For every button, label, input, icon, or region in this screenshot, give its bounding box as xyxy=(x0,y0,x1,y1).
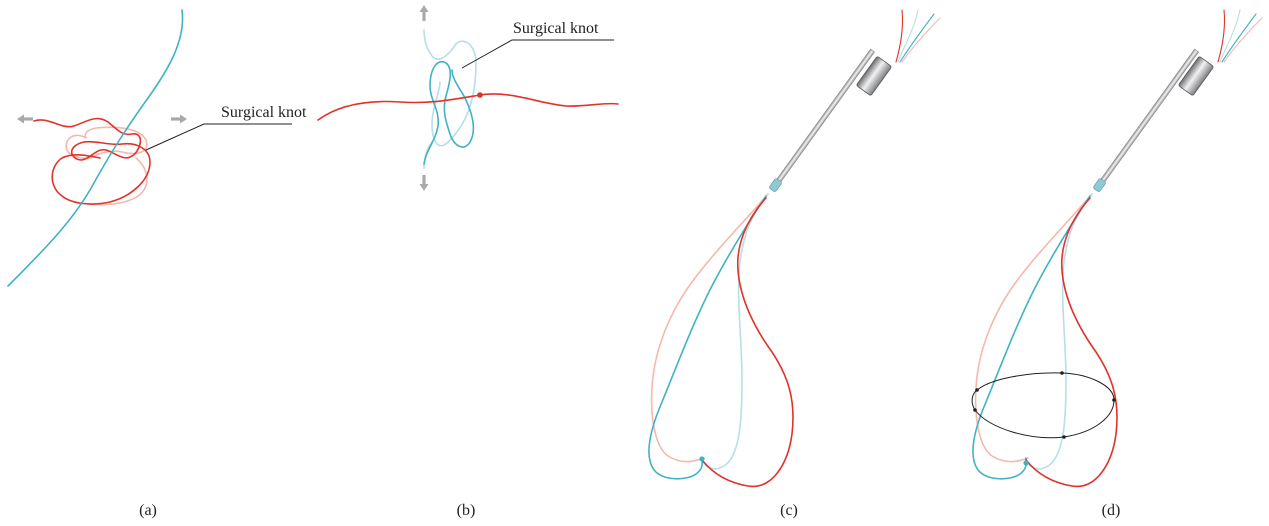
thread-teal-light xyxy=(1025,193,1093,470)
thread-faded-outer xyxy=(87,157,148,206)
thread-red xyxy=(33,117,151,205)
pull-arrow-right xyxy=(171,114,187,124)
thread-faded-loop xyxy=(65,126,148,160)
thread-teal xyxy=(423,61,475,165)
pull-arrow-down xyxy=(419,175,429,191)
thread-red xyxy=(701,197,794,488)
caption-c: (c) xyxy=(780,502,798,519)
instrument-handle xyxy=(1178,56,1214,96)
instrument-handle xyxy=(856,56,892,96)
panel-a xyxy=(7,9,292,287)
panel-b xyxy=(317,5,619,191)
thread-red xyxy=(317,93,619,121)
callout-label-a: Surgical knot xyxy=(221,104,307,121)
instrument-shaft xyxy=(1093,48,1199,192)
thread-teal xyxy=(7,9,184,287)
knot-marker xyxy=(1023,460,1029,466)
callout-label-b: Surgical knot xyxy=(513,20,599,37)
callout-leader xyxy=(461,39,614,69)
knot-marker xyxy=(477,92,483,98)
thread-teal-light xyxy=(701,193,769,470)
pull-arrow-up xyxy=(419,5,429,21)
thread-pink xyxy=(974,193,1093,463)
knot-marker xyxy=(699,456,705,462)
panel-c xyxy=(648,9,941,488)
callout-leader xyxy=(145,123,292,151)
thread-red xyxy=(1025,197,1118,488)
caption-d: (d) xyxy=(1101,502,1121,519)
panel-d xyxy=(971,9,1263,488)
instrument-shaft xyxy=(769,48,875,192)
thread-teal xyxy=(648,195,767,480)
caption-b: (b) xyxy=(456,502,476,519)
caption-a: (a) xyxy=(139,502,157,519)
loop-nodes xyxy=(973,371,1116,439)
thread-faded-loop xyxy=(423,29,477,147)
pull-arrow-left xyxy=(17,114,33,124)
thread-pink xyxy=(650,193,769,463)
thread-teal xyxy=(972,195,1091,480)
